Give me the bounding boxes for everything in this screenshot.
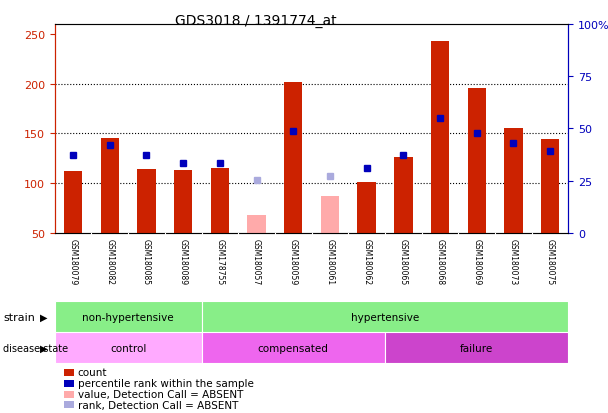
Bar: [358, 183, 376, 233]
Bar: [137, 170, 156, 233]
Text: non-hypertensive: non-hypertensive: [82, 312, 174, 322]
Text: percentile rank within the sample: percentile rank within the sample: [78, 378, 254, 388]
Text: GSM180075: GSM180075: [545, 239, 554, 285]
Text: hypertensive: hypertensive: [351, 312, 419, 322]
Bar: [431, 42, 449, 233]
Bar: [541, 140, 559, 233]
Text: strain: strain: [3, 312, 35, 322]
Text: GSM180065: GSM180065: [399, 239, 408, 285]
Text: GSM180082: GSM180082: [105, 239, 114, 285]
Bar: [55, 301, 201, 332]
Bar: [64, 172, 82, 233]
Text: GSM180079: GSM180079: [69, 239, 78, 285]
Text: GSM180089: GSM180089: [179, 239, 188, 285]
Bar: [247, 216, 266, 233]
Text: failure: failure: [460, 343, 493, 353]
Text: GSM180085: GSM180085: [142, 239, 151, 285]
Bar: [201, 332, 385, 363]
Text: ▶: ▶: [40, 312, 47, 322]
Text: disease state: disease state: [3, 343, 68, 353]
Bar: [55, 332, 201, 363]
Text: GSM180073: GSM180073: [509, 239, 518, 285]
Text: GSM178755: GSM178755: [215, 239, 224, 285]
Bar: [284, 82, 302, 233]
Bar: [468, 88, 486, 233]
Bar: [174, 171, 192, 233]
Text: GDS3018 / 1391774_at: GDS3018 / 1391774_at: [174, 14, 336, 28]
Text: control: control: [110, 343, 147, 353]
Bar: [504, 129, 523, 233]
Text: count: count: [78, 368, 108, 377]
Text: rank, Detection Call = ABSENT: rank, Detection Call = ABSENT: [78, 400, 238, 410]
Text: GSM180069: GSM180069: [472, 239, 482, 285]
Text: value, Detection Call = ABSENT: value, Detection Call = ABSENT: [78, 389, 243, 399]
Bar: [100, 139, 119, 233]
Text: GSM180062: GSM180062: [362, 239, 371, 285]
Text: GSM180057: GSM180057: [252, 239, 261, 285]
Bar: [394, 158, 412, 233]
Text: GSM180061: GSM180061: [325, 239, 334, 285]
Text: compensated: compensated: [258, 343, 329, 353]
Text: GSM180068: GSM180068: [435, 239, 444, 285]
Bar: [321, 197, 339, 233]
Bar: [211, 169, 229, 233]
Text: GSM180059: GSM180059: [289, 239, 298, 285]
Text: ▶: ▶: [40, 343, 47, 353]
Bar: [201, 301, 568, 332]
Bar: [385, 332, 568, 363]
